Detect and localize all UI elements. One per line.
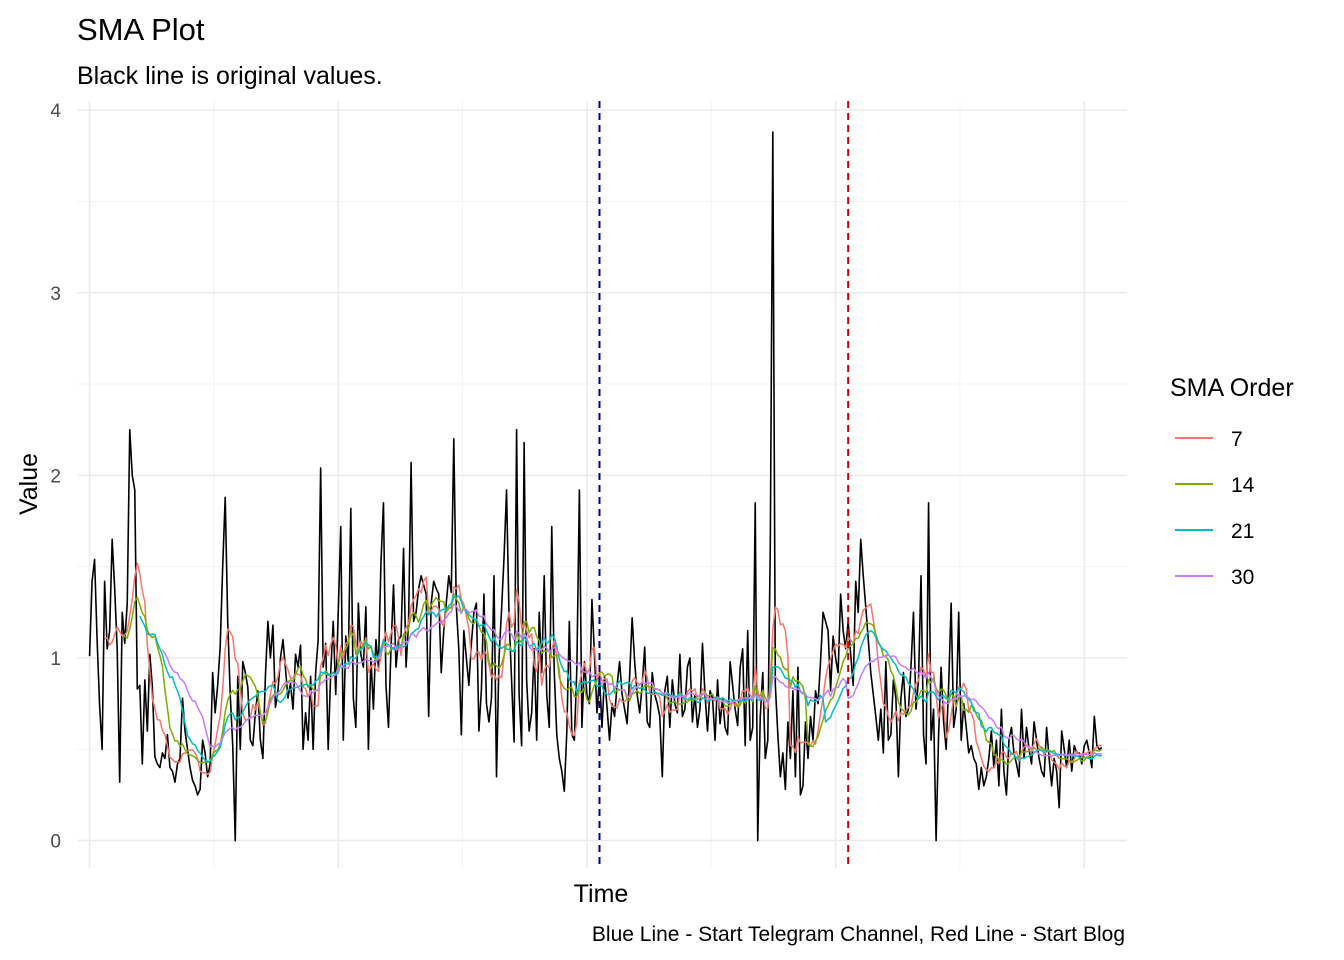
y-tick-label: 3 [50, 284, 61, 305]
event-lines [598, 101, 850, 868]
grid [77, 101, 1127, 868]
legend: SMA Order 7 14 21 30 [1170, 374, 1294, 589]
chart-title: SMA Plot [77, 12, 205, 47]
series-sma-14-line [121, 595, 1103, 766]
y-tick-label: 4 [50, 101, 61, 122]
y-tick-label: 1 [50, 649, 61, 670]
legend-items: 7 14 21 30 [1175, 428, 1255, 589]
y-axis-title: Value [15, 453, 43, 515]
legend-label-21: 21 [1231, 520, 1254, 543]
series-layer [88, 131, 1103, 842]
chart-subtitle: Black line is original values. [77, 62, 383, 90]
y-tick-label: 2 [50, 466, 61, 487]
legend-label-14: 14 [1231, 474, 1255, 497]
legend-label-7: 7 [1231, 428, 1243, 451]
legend-label-30: 30 [1231, 566, 1254, 589]
series-sma-30-line [161, 603, 1103, 757]
series-original-line [88, 131, 1103, 842]
legend-title: SMA Order [1170, 374, 1294, 402]
y-axis-ticks: 0 1 2 3 4 [50, 101, 61, 852]
chart-caption: Blue Line - Start Telegram Channel, Red … [592, 923, 1125, 946]
y-tick-label: 0 [50, 832, 61, 853]
series-sma-21-line [139, 593, 1103, 763]
x-axis-title: Time [574, 880, 629, 908]
